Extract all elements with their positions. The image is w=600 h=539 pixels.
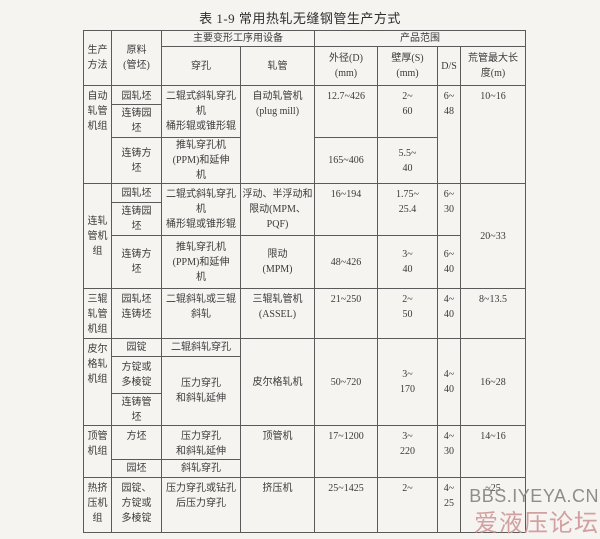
page-title: 表 1-9 常用热轧无缝钢管生产方式 [199,11,401,26]
table-row: 三辊 轧管 机组 园轧坯 连铸坯 二辊斜轧或三辊 斜轧 三辊轧管机 (ASSEL… [83,288,526,339]
table-cell: 皮尔格轧机 [240,338,315,426]
table-cell: 48~426 [314,235,378,289]
table-cell: 压力穿孔 和斜轧延伸 [161,425,241,460]
table-cell: 园轧坯 连铸坯 [111,288,162,339]
table-row: 方锭或 多棱锭 压力穿孔 和斜轧延伸 [84,356,526,426]
table-cell: 2~ 50 [377,288,438,339]
table-cell: 14~16 [460,425,526,478]
table-cell: 4~ 40 [437,338,461,426]
table-cell: 压力穿孔 和斜轧延伸 [161,356,241,426]
col-header-outer-diameter: 外径(D) (mm) [314,46,378,86]
table-cell: 5.5~ 40 [377,137,438,184]
table-cell: 二辊式斜轧穿孔 机 桶形辊或锥形辊 [161,85,241,138]
table-cell: 浮动、半浮动和 限动(MPM、 PQF) [240,183,315,236]
table-cell: 二辊斜轧或三辊 斜轧 [161,288,241,339]
table-cell: 三辊 轧管 机组 [83,288,112,339]
table-cell: 10~16 [460,85,526,184]
table-cell: 连铸园 坯 [111,104,162,138]
table-row: 连铸园 坯 [84,104,526,138]
table-cell: 25~1425 [314,477,378,533]
table-cell: 20~33 [460,183,526,289]
table-cell: 园轧坯 [111,85,162,105]
table-cell: 顶管机 [240,425,315,478]
table-cell: 园轧坯 [111,183,162,203]
table-row: 自动 轧管 机组 园轧坯 二辊式斜轧穿孔 机 桶形辊或锥形辊 自动轧管机 (pl… [83,85,526,184]
col-header-rolling: 轧管 [240,46,315,86]
table-cell: 12.7~426 [314,85,378,138]
table-cell: 二辊式斜轧穿孔 机 桶形辊或锥形辊 [161,183,241,236]
table-row: 连铸方 坯 推轧穿孔机 (PPM)和延伸 机 限动 (MPM) 48~426 3… [84,235,526,289]
table-cell: 园坯 [111,459,162,478]
col-header-max-length: 荒管最大长 度(m) [460,46,526,86]
table-cell: 推轧穿孔机 (PPM)和延伸 机 [161,235,241,289]
table-cell: 2~ [377,477,438,533]
table-cell: 园锭 [111,338,162,357]
table-cell: 园锭、 方锭或 多棱锭 [111,477,162,533]
table-cell: 连铸方 坯 [111,235,162,289]
table-cell: 自动 轧管 机组 [83,85,112,184]
col-header-production-method: 生产 方法 [83,30,112,86]
col-header-wall-thickness: 壁厚(S) (mm) [377,46,438,86]
table-cell: 热挤 压机 组 [83,477,112,533]
table-cell: 1.75~ 25.4 [377,183,438,236]
col-group-product-range: 产品范围 [314,30,526,47]
col-header-raw-material: 原料 (管坯) [111,30,162,86]
col-header-ds-ratio: D/S [437,46,461,86]
table-cell: 6~ 48 [437,85,461,184]
table-cell: 4~ 25 [437,477,461,533]
table-cell: 方坯 [111,425,162,460]
table-cell: 4~ 40 [437,288,461,339]
table-cell: 连铸管 坯 [111,393,162,426]
table-cell: 2~ 60 [377,85,438,138]
table-cell: 连铸方 坯 [111,137,162,184]
table-cell: 限动 (MPM) [240,235,315,289]
table-cell: 17~1200 [314,425,378,478]
table-cell: 推轧穿孔机 (PPM)和延伸 机 [161,137,241,184]
table-cell: 连轧 管机 组 [83,183,112,289]
table-row: 顶管 机组 方坯 压力穿孔 和斜轧延伸 顶管机 17~1200 3~ 220 4… [83,425,526,478]
table-cell: 16~194 [314,183,378,236]
table-cell: 3~ 220 [377,425,438,478]
col-header-piercing: 穿孔 [161,46,241,86]
table-cell: 二辊斜轧穿孔 [161,338,241,357]
table-cell: 顶管 机组 [83,425,112,478]
table-cell: 皮尔 格轧 机组 [83,338,112,426]
table-cell: 165~406 [314,137,378,184]
table-cell: 4~ 30 [437,425,461,478]
table-row: 热挤 压机 组 园锭、 方锭或 多棱锭 压力穿孔或钻孔 后压力穿孔 挤压机 25… [83,477,526,533]
table-cell: 方锭或 多棱锭 [111,356,162,394]
table-cell: 50~720 [314,338,378,426]
table-row: 连铸方 坯 推轧穿孔机 (PPM)和延伸 机 165~406 5.5~ 40 [84,137,526,184]
table-cell: 3~ 40 [377,235,438,289]
table-cell: 连铸园 坯 [111,202,162,236]
table-cell: 16~28 [460,338,526,426]
col-group-equipment: 主要变形工序用设备 [161,30,315,47]
table-cell: 6~ 30 [437,183,461,236]
table-cell: 6~ 40 [437,235,461,289]
table-row: 皮尔 格轧 机组 园锭 二辊斜轧穿孔 皮尔格轧机 50~720 3~ 170 4… [83,338,526,426]
table-cell: 三辊轧管机 (ASSEL) [240,288,315,339]
table-cell: 自动轧管机 (plug mill) [240,85,315,184]
table-cell: 8~13.5 [460,288,526,339]
table-cell: 21~250 [314,288,378,339]
table-cell: 斜轧穿孔 [161,459,241,478]
table-cell: 挤压机 [240,477,315,533]
production-methods-table: 生产 方法 原料 (管坯) 主要变形工序用设备 产品范围 穿孔 轧管 外径(D)… [83,30,526,533]
table-row: 连铸园 坯 [84,202,526,236]
table-cell: ~25 [460,477,526,533]
table-cell: 3~ 170 [377,338,438,426]
table-cell: 压力穿孔或钻孔 后压力穿孔 [161,477,241,533]
table-row: 连轧 管机 组 园轧坯 二辊式斜轧穿孔 机 桶形辊或锥形辊 浮动、半浮动和 限动… [83,183,526,289]
